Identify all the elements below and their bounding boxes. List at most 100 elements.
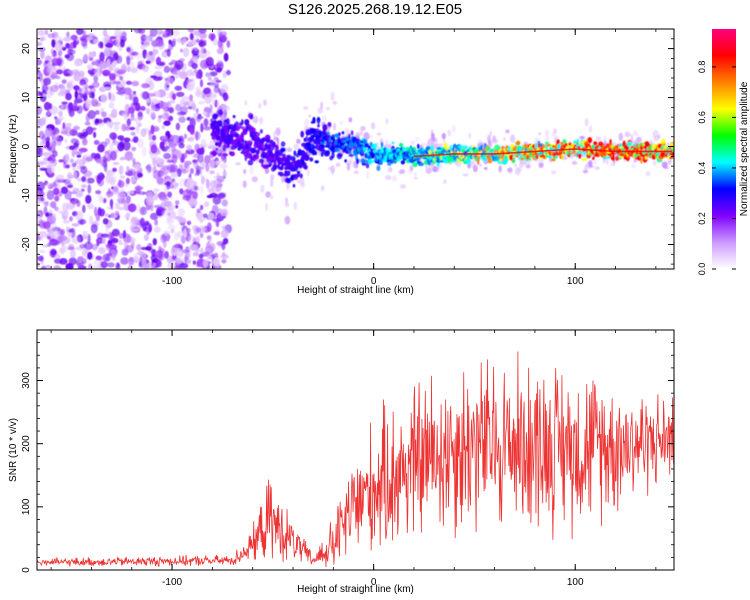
spectrogram-cell	[156, 29, 163, 36]
spectrogram-cell	[179, 262, 189, 269]
spectrogram-cell	[73, 171, 77, 180]
spectrogram-cell	[43, 77, 51, 86]
spectrogram-cell	[345, 160, 352, 166]
spectrogram-cell	[188, 136, 195, 142]
spectrogram-cell	[104, 213, 110, 217]
spectrogram-ridge-cell	[292, 183, 296, 188]
spectrogram-cell	[79, 166, 86, 170]
spectrogram-cell	[76, 177, 82, 182]
spectrogram-ridge-cell	[300, 130, 305, 138]
spectrogram-cell	[41, 265, 46, 269]
spectrogram-cell	[116, 91, 125, 95]
spectrogram-cell	[213, 175, 220, 179]
spectrogram-cell	[188, 198, 198, 207]
spectrogram-cell	[62, 220, 70, 224]
spectrogram-cell	[117, 69, 127, 73]
spectrogram-cell	[263, 99, 267, 106]
spectrogram-cell	[102, 237, 106, 245]
spectrogram-cell	[130, 176, 136, 182]
spectrogram-cell	[100, 261, 108, 269]
spectrogram-ridge-cell	[370, 160, 374, 164]
spectrogram-cell	[94, 110, 100, 115]
spectrogram-ridge-cell	[399, 142, 404, 148]
spectrogram-ridge-cell	[578, 152, 582, 159]
spectrogram-ridge-cell	[418, 162, 424, 167]
spectrogram-cell	[667, 158, 672, 165]
colorbar-tick-label: 0.8	[697, 61, 707, 74]
spectrogram-cell	[387, 143, 392, 150]
spectrogram-cell	[215, 79, 222, 83]
spectrogram-cell	[143, 127, 150, 133]
spectrogram-cell	[106, 193, 112, 199]
snr-line	[37, 351, 674, 568]
spectrogram-cell	[67, 174, 74, 179]
spectrogram-cell	[167, 224, 176, 230]
spectrogram-cell	[174, 265, 182, 269]
spectrogram-cell	[141, 64, 150, 73]
spectrogram-cell	[43, 206, 48, 216]
spectrogram-cell	[152, 262, 157, 267]
spectrogram-cell	[106, 121, 111, 127]
spectrogram-cell	[178, 71, 188, 79]
snr-frame	[36, 329, 675, 571]
spectrogram-cell	[225, 69, 231, 76]
spectrogram-cell	[352, 160, 357, 168]
spectrogram-cell	[96, 174, 102, 184]
spectrogram-cell	[183, 228, 187, 238]
spectrogram-cell	[68, 79, 75, 84]
spectrogram-cell	[125, 245, 134, 253]
spectrogram-cell	[158, 115, 163, 119]
spectrogram-cell	[90, 223, 98, 234]
spectrogram-cell	[153, 226, 161, 233]
spectrogram-cell	[174, 247, 182, 252]
spectrogram-cell	[126, 56, 131, 66]
spectrogram-cell	[633, 158, 638, 163]
spectrogram-ridge-cell	[268, 162, 273, 167]
spectrogram-cell	[119, 39, 125, 48]
spectrogram-ridge-cell	[528, 156, 532, 161]
spectrogram-cell	[64, 126, 72, 137]
spectrogram-cell	[273, 130, 276, 139]
spectrogram-cell	[59, 246, 65, 255]
spectrogram-cell	[169, 99, 176, 104]
spectrogram-cell	[55, 174, 65, 181]
spectrogram-ridge-cell	[259, 129, 263, 134]
spectrogram-cell	[146, 93, 156, 97]
spectrogram-cell	[624, 131, 630, 138]
spectrogram-cell	[91, 243, 98, 251]
spectrogram-cell	[202, 213, 208, 219]
spectrogram-ridge-cell	[416, 143, 420, 150]
spectrogram-ridge-cell	[436, 146, 443, 150]
spectrogram-cell	[451, 125, 456, 133]
spectrogram-cell	[109, 132, 118, 140]
spectrogram-cell	[109, 150, 117, 161]
spectrogram-cell	[592, 159, 598, 165]
spectrogram-cell	[100, 60, 104, 71]
spectrogram-cell	[505, 129, 510, 134]
spectrogram-cell	[192, 103, 196, 111]
spectrogram-cell	[38, 72, 43, 82]
spectrogram-cell	[125, 125, 132, 131]
colorbar-tick-label: 0.0	[697, 263, 707, 276]
spectrogram-cell	[108, 102, 115, 109]
spectrogram-cell	[366, 170, 370, 179]
spectrogram-ridge-cell	[211, 150, 217, 157]
spectrogram-cell	[119, 156, 126, 161]
spectrogram-ridge-cell	[310, 134, 316, 138]
spectrogram-cell	[306, 169, 310, 177]
spectrogram-cell	[127, 168, 136, 177]
spectrogram-cell	[80, 184, 87, 188]
spectrogram-cell	[89, 127, 97, 131]
spectrogram-cell	[86, 36, 93, 41]
spectrogram-cell	[195, 91, 205, 98]
spectrogram-cell	[201, 175, 205, 185]
spectrogram-cell	[182, 101, 189, 106]
spectrogram-cell	[46, 109, 51, 116]
spectrogram-cell	[157, 259, 162, 268]
spectrogram-cell	[148, 248, 157, 254]
spectrogram-ridge-cell	[212, 113, 219, 120]
spectrogram-ridge-peak	[413, 148, 672, 158]
spectrogram-cell	[509, 166, 512, 175]
spectrogram-cell	[175, 91, 185, 97]
